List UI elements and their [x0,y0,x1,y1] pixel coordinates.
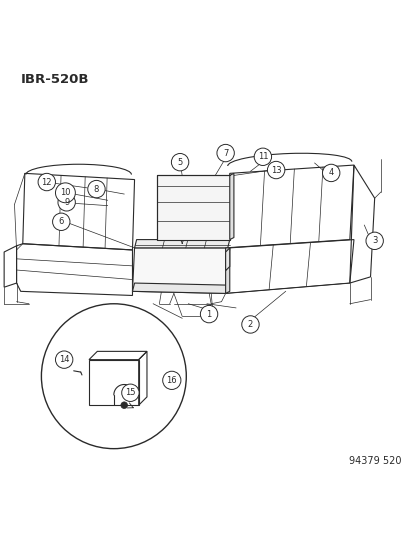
Circle shape [121,384,139,401]
Circle shape [121,402,127,408]
Circle shape [58,193,75,211]
Text: 14: 14 [59,355,69,364]
Polygon shape [134,240,229,248]
Polygon shape [157,175,229,240]
Text: 10: 10 [60,188,71,197]
Text: 1: 1 [206,310,211,319]
Circle shape [216,144,234,161]
Text: 9: 9 [64,198,69,207]
Polygon shape [132,283,227,293]
Text: 94379 520: 94379 520 [348,456,401,466]
Circle shape [241,316,259,333]
Circle shape [322,164,339,182]
Text: 7: 7 [223,149,228,158]
Circle shape [162,372,180,390]
Circle shape [267,161,284,179]
Circle shape [365,232,382,249]
Text: 4: 4 [328,168,333,177]
Circle shape [200,305,217,323]
Text: 12: 12 [41,177,52,187]
Text: 3: 3 [371,236,376,245]
Text: 11: 11 [257,152,268,161]
Circle shape [41,304,186,449]
Circle shape [55,183,75,203]
Circle shape [55,351,73,368]
Text: 2: 2 [247,320,252,329]
Circle shape [254,148,271,165]
Circle shape [52,213,70,230]
Circle shape [88,180,105,198]
Circle shape [171,154,188,171]
Polygon shape [225,248,229,271]
Text: 13: 13 [270,166,281,174]
Circle shape [38,173,55,191]
Polygon shape [229,173,233,240]
Text: 8: 8 [94,184,99,193]
Polygon shape [225,248,229,293]
Text: 16: 16 [166,376,177,385]
Text: 6: 6 [59,217,64,227]
Text: 5: 5 [177,158,182,167]
Polygon shape [132,248,227,293]
Text: IBR-520B: IBR-520B [21,72,89,86]
Text: 15: 15 [125,388,135,397]
